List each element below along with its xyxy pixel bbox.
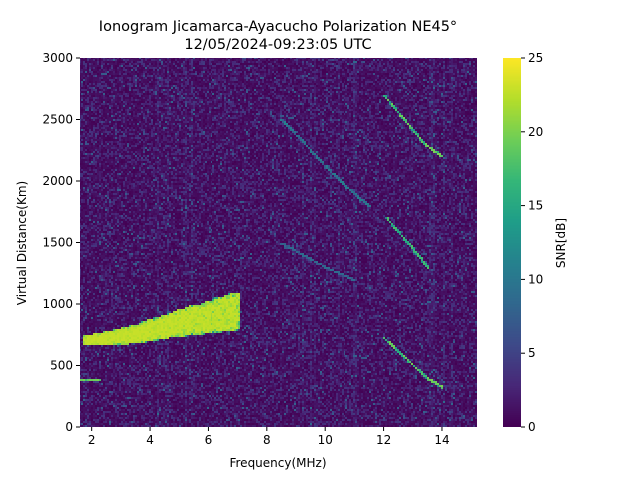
x-tick-label: 8	[263, 433, 271, 447]
colorbar-tick-label: 20	[528, 125, 543, 139]
y-axis-label: Virtual Distance(Km)	[15, 181, 29, 305]
x-axis-label: Frequency(MHz)	[229, 456, 326, 470]
colorbar-tick-label: 5	[528, 346, 536, 360]
x-tick-label: 12	[376, 433, 391, 447]
y-tick-label: 1000	[42, 297, 73, 311]
ionogram-heatmap	[80, 58, 477, 427]
colorbar-label: SNR[dB]	[554, 218, 568, 268]
x-tick-label: 6	[205, 433, 213, 447]
chart-title-line1: Ionogram Jicamarca-Ayacucho Polarization…	[99, 19, 457, 35]
colorbar-tick-label: 15	[528, 199, 543, 213]
y-tick-label: 500	[50, 359, 73, 373]
x-tick-label: 4	[146, 433, 154, 447]
x-tick-label: 10	[318, 433, 333, 447]
snr-colorbar	[503, 58, 521, 427]
y-axis-ticks: 0 500 1000 1500 2000 2500 3000	[42, 51, 80, 434]
x-tick-label: 2	[88, 433, 96, 447]
y-tick-label: 1500	[42, 236, 73, 250]
chart-title-line2: 12/05/2024-09:23:05 UTC	[184, 37, 371, 53]
y-tick-label: 0	[65, 420, 73, 434]
y-tick-label: 3000	[42, 51, 73, 65]
y-tick-label: 2000	[42, 174, 73, 188]
colorbar-tick-label: 0	[528, 420, 536, 434]
colorbar-tick-label: 25	[528, 51, 543, 65]
colorbar-ticks: 0 5 10 15 20 25	[521, 51, 543, 434]
y-tick-label: 2500	[42, 113, 73, 127]
colorbar-tick-label: 10	[528, 272, 543, 286]
x-tick-label: 14	[434, 433, 449, 447]
x-axis-ticks: 2 4 6 8 10 12 14	[88, 427, 450, 447]
